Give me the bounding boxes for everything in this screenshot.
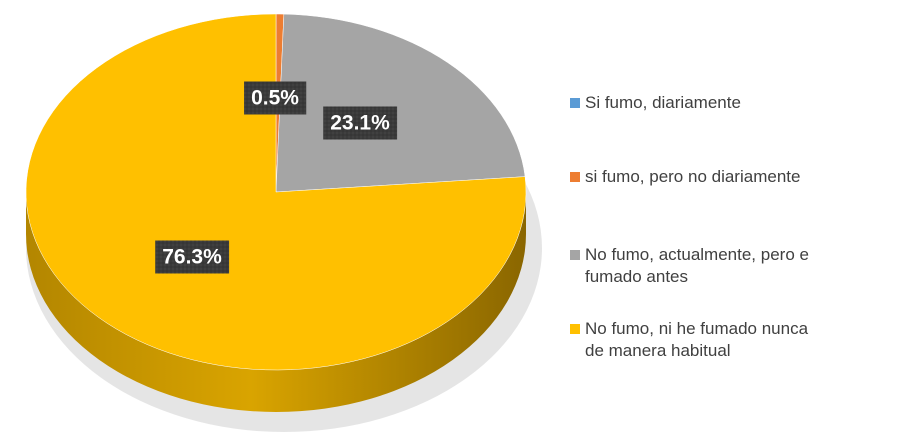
legend-item: No fumo, ni he fumado nunca de manera ha… xyxy=(570,318,815,362)
legend-item: Si fumo, diariamente xyxy=(570,92,900,114)
data-label: 23.1% xyxy=(323,106,398,140)
data-label-box xyxy=(244,81,307,115)
data-label-box xyxy=(155,240,230,274)
legend-swatch xyxy=(570,98,580,108)
pie-side xyxy=(26,192,526,412)
data-label-box xyxy=(323,106,398,140)
legend-label: No fumo, ni he fumado nunca de manera ha… xyxy=(585,319,809,360)
legend-swatch xyxy=(570,324,580,334)
legend-swatch xyxy=(570,250,580,260)
pie-slice xyxy=(25,13,527,371)
data-label: 0.5% xyxy=(244,81,307,115)
data-label: 76.3% xyxy=(155,240,230,274)
pie-slices xyxy=(25,13,527,371)
legend-label: si fumo, pero no diariamente xyxy=(585,167,801,186)
data-label-text: 76.3% xyxy=(162,246,222,269)
data-label-text: 0.5% xyxy=(251,87,299,110)
legend-item: No fumo, actualmente, pero e fumado ante… xyxy=(570,244,840,288)
legend: Si fumo, diariamente si fumo, pero no di… xyxy=(570,0,902,442)
legend-label: No fumo, actualmente, pero e fumado ante… xyxy=(585,245,809,286)
pie-slice xyxy=(275,13,526,193)
pie-data-labels: 0.5% 23.1% 76.3% xyxy=(155,81,398,274)
legend-item: si fumo, pero no diariamente xyxy=(570,166,900,188)
legend-label: Si fumo, diariamente xyxy=(585,93,741,112)
pie-side-wall xyxy=(26,192,526,412)
data-label-text: 23.1% xyxy=(330,112,390,135)
legend-swatch xyxy=(570,172,580,182)
